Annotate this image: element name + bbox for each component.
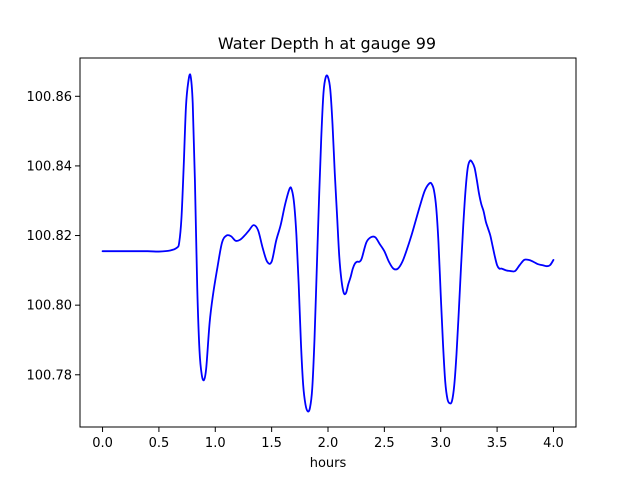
x-axis: 0.0 0.5 1.0 1.5 2.0 2.5 3.0 3.5 4.0 xyxy=(92,427,564,451)
x-tick-label: 2.5 xyxy=(374,436,395,451)
water-depth-line xyxy=(101,73,555,413)
x-tick-label: 1.0 xyxy=(205,436,226,451)
y-axis: 100.78 100.80 100.82 100.84 100.86 xyxy=(27,90,80,383)
plot-area xyxy=(101,73,555,413)
axes-frame xyxy=(79,57,577,428)
x-tick-label: 2.0 xyxy=(318,436,339,451)
x-tick-label: 1.5 xyxy=(261,436,282,451)
chart-title: Water Depth h at gauge 99 xyxy=(218,34,436,53)
y-tick-label: 100.80 xyxy=(27,299,73,314)
x-tick-label: 0.5 xyxy=(149,436,170,451)
x-tick-label: 0.0 xyxy=(92,436,113,451)
x-tick-label: 3.0 xyxy=(430,436,451,451)
x-axis-label: hours xyxy=(310,456,347,471)
x-tick-label: 3.5 xyxy=(487,436,508,451)
y-tick-label: 100.82 xyxy=(27,229,73,244)
y-tick-label: 100.84 xyxy=(27,159,73,174)
x-tick-label: 4.0 xyxy=(543,436,564,451)
y-tick-label: 100.86 xyxy=(27,90,73,105)
y-tick-label: 100.78 xyxy=(27,368,73,383)
